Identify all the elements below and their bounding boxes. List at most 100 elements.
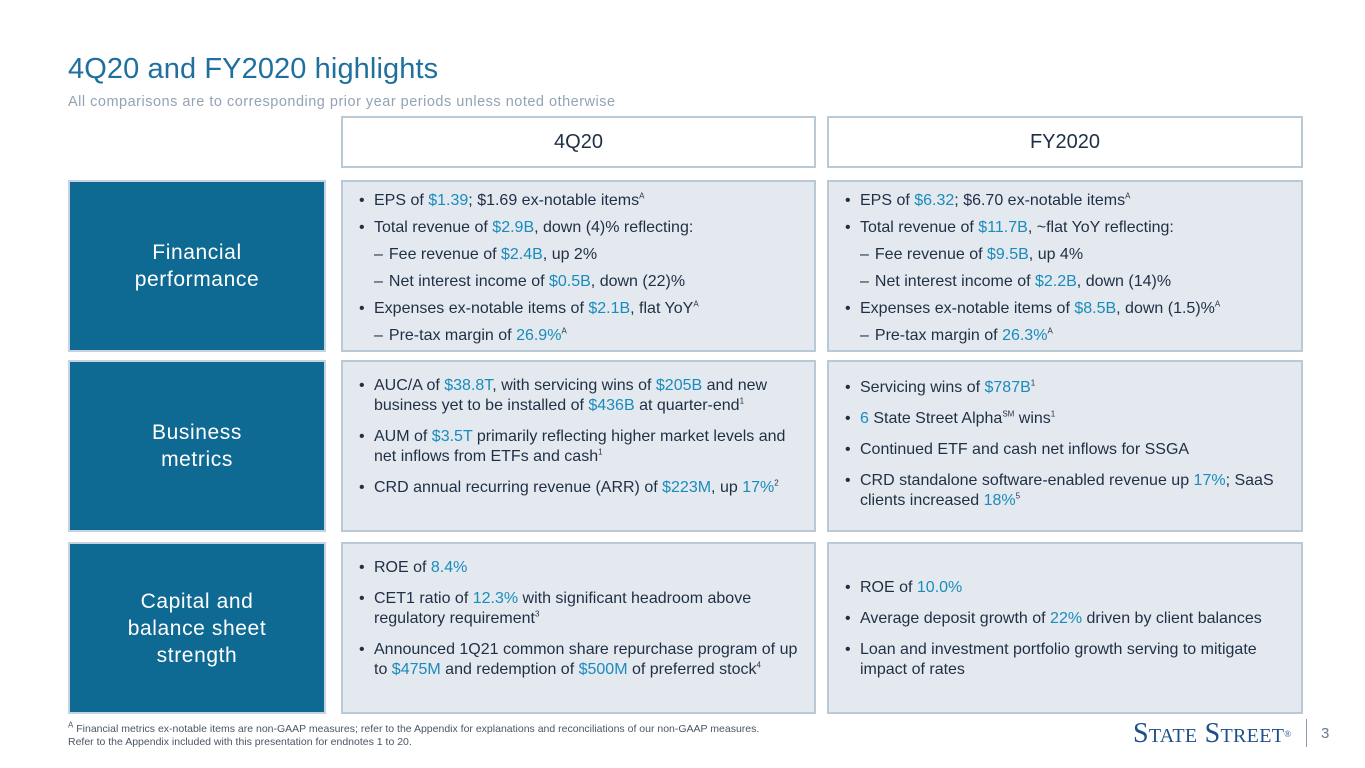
- row-label-capital-balance-sheet: Capital and balance sheet strength: [68, 542, 326, 714]
- superscript-note: 1: [739, 396, 745, 406]
- text-run: Loan and investment portfolio growth ser…: [860, 641, 1257, 678]
- footnote-line-1: Financial metrics ex-notable items are n…: [73, 723, 760, 735]
- text-run: driven by client balances: [1082, 610, 1262, 627]
- registered-mark: ®: [1284, 729, 1292, 739]
- text-run: Fee revenue of: [874, 246, 987, 263]
- dash-marker: –: [860, 246, 869, 263]
- text-run: CET1 ratio of: [374, 590, 473, 607]
- bullet-item: CET1 ratio of 12.3% with significant hea…: [357, 589, 800, 629]
- text-run: AUC/A of: [374, 377, 445, 394]
- text-run: , flat YoY: [630, 300, 694, 317]
- superscript-note: 1: [1030, 378, 1036, 388]
- text-run: CRD standalone software-enabled revenue …: [860, 472, 1194, 489]
- superscript-note: A: [1214, 299, 1221, 309]
- text-run: at quarter-end: [634, 397, 740, 414]
- text-run: , down (4)% reflecting:: [534, 219, 694, 236]
- text-run: , up 2%: [542, 246, 598, 263]
- highlight-value: 17%: [742, 479, 775, 496]
- page-subtitle: All comparisons are to corresponding pri…: [68, 94, 616, 110]
- bullet-item: ROE of 10.0%: [843, 578, 1287, 598]
- text-run: ROE of: [374, 559, 431, 576]
- bullet-list: ROE of 8.4% CET1 ratio of 12.3% with sign…: [357, 558, 800, 680]
- text-run: Total revenue of: [860, 219, 979, 236]
- bullet-item: Expenses ex-notable items of $8.5B, down…: [843, 295, 1287, 322]
- text-run: , down (14)%: [1076, 273, 1172, 290]
- text-run: Fee revenue of: [388, 246, 501, 263]
- highlight-value: $2.4B: [500, 246, 543, 263]
- text-run: ROE of: [860, 579, 917, 596]
- row-label-text: Financial performance: [134, 241, 260, 291]
- superscript-note: 1: [598, 447, 603, 457]
- column-header-4q20: 4Q20: [341, 116, 816, 168]
- superscript-note: A: [693, 299, 699, 309]
- highlight-value: $223M: [662, 479, 712, 496]
- superscript-note: 5: [1015, 491, 1021, 501]
- bullet-item: AUC/A of $38.8T, with servicing wins of …: [357, 376, 800, 416]
- text-run: State Street Alpha: [868, 410, 1003, 427]
- superscript-note: 2: [774, 478, 779, 488]
- highlight-value: $11.7B: [978, 219, 1028, 236]
- bullet-item: CRD annual recurring revenue (ARR) of $2…: [357, 478, 800, 498]
- superscript-note: A: [1125, 191, 1131, 201]
- page-number: 3: [1321, 725, 1330, 742]
- bullet-item: Total revenue of $2.9B, down (4)% reflec…: [357, 214, 800, 241]
- bullet-item: EPS of $1.39; $1.69 ex-notable itemsA: [357, 187, 800, 214]
- text-run: wins: [1014, 410, 1051, 427]
- highlight-value: $2.2B: [1034, 273, 1077, 290]
- text-run: of preferred stock: [627, 661, 757, 678]
- business-4q20-cell: AUC/A of $38.8T, with servicing wins of …: [341, 360, 816, 532]
- highlight-value: $500M: [578, 661, 628, 678]
- highlight-value: 18%: [983, 492, 1016, 509]
- sub-bullet-item: – Pre-tax margin of 26.9%A: [357, 322, 800, 349]
- highlight-value: 22%: [1050, 610, 1083, 627]
- capital-4q20-cell: ROE of 8.4% CET1 ratio of 12.3% with sign…: [341, 542, 816, 714]
- text-run: and new business yet to be installed of: [374, 377, 768, 414]
- bullet-item: Loan and investment portfolio growth ser…: [843, 640, 1287, 680]
- logo-divider: [1306, 719, 1307, 747]
- dash-marker: –: [860, 273, 869, 290]
- bullet-item: Announced 1Q21 common share repurchase p…: [357, 640, 800, 680]
- capital-fy2020-cell: ROE of 10.0% Average deposit growth of 22…: [827, 542, 1303, 714]
- bullet-item: ROE of 8.4%: [357, 558, 800, 578]
- text-run: AUM of: [374, 428, 432, 445]
- sub-bullet-item: – Fee revenue of $2.4B, up 2%: [357, 241, 800, 268]
- superscript-note: A: [1047, 326, 1053, 336]
- text-run: Announced 1Q21 common share repurchase p…: [374, 641, 798, 678]
- footnote-line-2: Refer to the Appendix included with this…: [68, 736, 412, 748]
- text-run: Total revenue of: [374, 219, 493, 236]
- bullet-list: AUC/A of $38.8T, with servicing wins of …: [357, 376, 800, 498]
- highlight-value: $205B: [655, 377, 703, 394]
- text-run: Average deposit growth of: [860, 610, 1051, 627]
- text-run: , down (1.5)%: [1116, 300, 1215, 317]
- text-run: Continued ETF and cash net inflows for S…: [860, 441, 1190, 458]
- bullet-list: Servicing wins of $787B16 State Street A…: [843, 378, 1287, 511]
- row-label-business-metrics: Business metrics: [68, 360, 326, 532]
- highlight-value: $8.5B: [1074, 300, 1117, 317]
- highlight-value: 12.3%: [472, 590, 519, 607]
- text-run: and redemption of: [440, 661, 579, 678]
- highlight-value: $475M: [391, 661, 441, 678]
- highlight-value: 6: [860, 410, 869, 427]
- bullet-item: Expenses ex-notable items of $2.1B, flat…: [357, 295, 800, 322]
- footnote: A Financial metrics ex-notable items are…: [68, 721, 760, 749]
- text-run: with significant headroom above regulato…: [374, 590, 752, 627]
- bullet-list: EPS of $1.39; $1.69 ex-notable itemsATot…: [357, 187, 800, 349]
- dash-marker: –: [374, 246, 383, 263]
- row-label-text: Capital and balance sheet strength: [127, 589, 267, 667]
- sub-bullet-item: – Fee revenue of $9.5B, up 4%: [843, 241, 1287, 268]
- highlight-value: $1.39: [428, 192, 469, 209]
- text-run: CRD annual recurring revenue (ARR) of: [374, 479, 663, 496]
- row-label-text: Business metrics: [151, 421, 242, 471]
- superscript-note: A: [639, 191, 645, 201]
- sub-bullet-item: – Net interest income of $2.2B, down (14)…: [843, 268, 1287, 295]
- bullet-item: CRD standalone software-enabled revenue …: [843, 471, 1287, 511]
- bullet-item: 6 State Street AlphaSM wins1: [843, 409, 1287, 429]
- dash-marker: –: [374, 273, 383, 290]
- financial-fy2020-cell: EPS of $6.32; $6.70 ex-notable itemsATot…: [827, 180, 1303, 352]
- text-run: EPS of: [860, 192, 915, 209]
- highlight-value: $6.32: [914, 192, 955, 209]
- highlight-value: $0.5B: [548, 273, 591, 290]
- superscript-note: A: [561, 326, 567, 336]
- highlight-value: $787B: [984, 379, 1031, 396]
- text-run: , down (22)%: [590, 273, 686, 290]
